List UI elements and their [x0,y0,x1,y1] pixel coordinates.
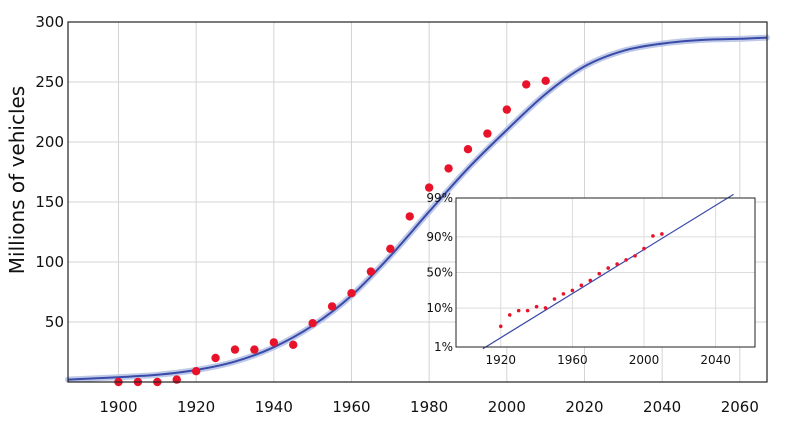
inset-x-tick-label: 1920 [485,353,516,367]
inset-chart: 1920 1960 2000 2040 1% 10% 50% 90% 99% [426,191,756,367]
inset-data-point [525,308,530,313]
data-point [463,145,473,154]
x-tick-label: 2000 [488,398,526,416]
inset-fit-line-segment [482,193,734,350]
data-point [211,353,220,363]
inset-y-tick-label: 99% [426,191,453,205]
data-point [541,76,550,86]
x-tick-label: 1980 [410,398,448,416]
data-point [502,105,512,114]
inset-x-ticks: 1920 1960 2000 2040 [485,353,730,367]
main-plot-frame [67,21,768,383]
inset-x-tick-label: 2040 [700,353,731,367]
inset-y-tick-label: 50% [426,266,453,280]
main-data-points [114,76,550,387]
data-point [289,340,298,349]
x-tick-label: 2040 [643,398,681,416]
data-point [366,267,376,276]
inset-data-point [606,266,610,270]
inset-y-tick-label: 10% [426,301,453,315]
main-x-ticks: 1900 1920 1940 1960 1980 2000 2020 2040 2060 [99,398,759,416]
inset-y-tick-label: 1% [434,340,453,354]
inset-x-tick-label: 2000 [629,353,660,367]
inset-data-point [534,304,539,309]
y-tick-label: 250 [35,73,64,91]
data-point [308,319,317,328]
main-y-ticks: 50 100 150 200 250 300 [35,13,64,331]
data-point [327,302,337,311]
y-tick-label: 200 [35,133,64,151]
x-tick-label: 1900 [99,398,137,416]
inset-data-point [498,324,503,329]
inset-data-point [552,297,557,301]
data-point [424,183,434,192]
x-tick-label: 2060 [721,398,759,416]
data-point [386,244,395,253]
x-tick-label: 1960 [332,398,370,416]
data-point [250,345,259,354]
inset-data-point [615,262,619,266]
y-tick-label: 150 [35,193,64,211]
inset-data-point [543,306,548,310]
data-point [405,212,414,221]
inset-data-point [516,308,521,313]
inset-y-ticks: 1% 10% 50% 90% 99% [426,191,453,354]
inset-data-point [570,288,575,293]
inset-data-point [660,232,664,236]
data-point [269,338,279,347]
data-point [522,80,531,89]
inset-data-point [633,254,637,258]
inset-fit-line [482,193,734,350]
inset-y-tick-label: 90% [426,230,453,244]
inset-data-point [642,246,646,251]
y-tick-label: 100 [35,253,64,271]
data-point [230,345,240,354]
inset-plot-frame [455,197,756,348]
x-tick-label: 1920 [177,398,215,416]
data-point [191,367,201,376]
inset-data-point [597,271,602,276]
inset-data-points [498,232,664,329]
y-tick-label: 300 [35,13,64,31]
inset-data-point [561,292,566,296]
x-tick-label: 2020 [565,398,603,416]
inset-data-point [579,283,584,288]
inset-data-point [588,278,593,283]
inset-data-point [651,234,655,238]
x-tick-label: 1940 [255,398,293,416]
inset-data-point [624,258,628,262]
data-point [483,129,492,138]
data-point [347,289,356,298]
y-tick-label: 50 [45,313,64,331]
inset-x-tick-label: 1960 [557,353,588,367]
data-point [444,164,453,173]
y-axis-label: Millions of vehicles [5,86,29,274]
inset-data-point [507,313,512,317]
